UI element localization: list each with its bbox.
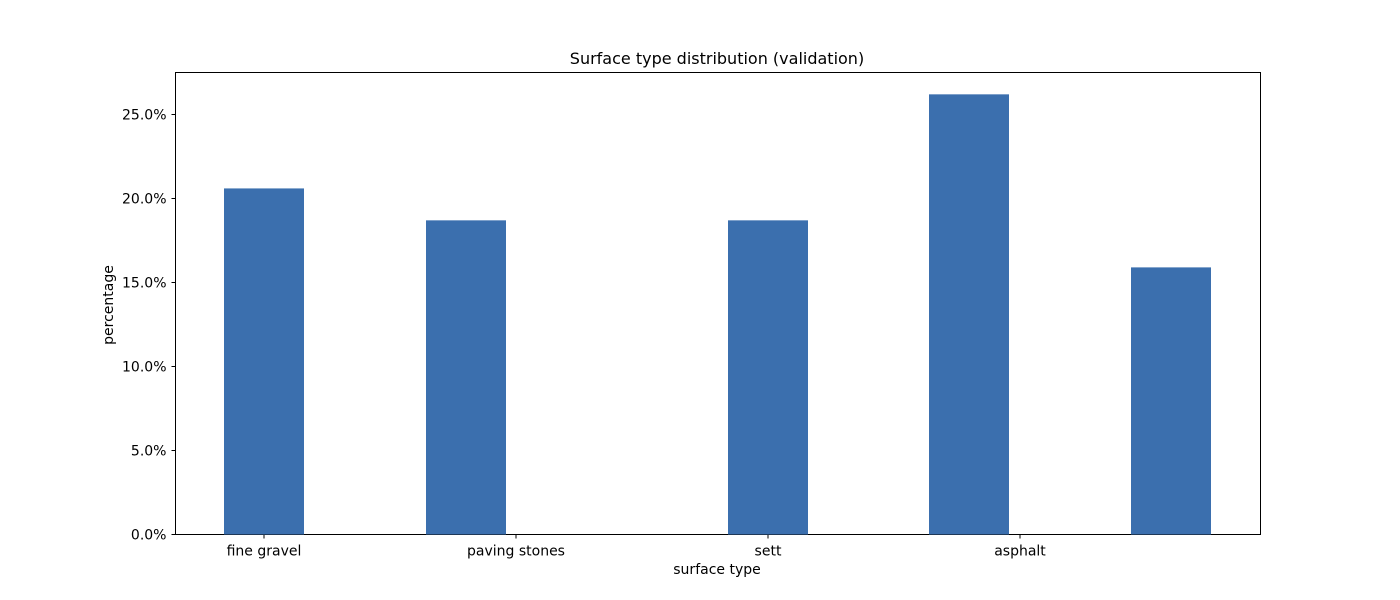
y-tick-label: 20.0% bbox=[122, 192, 166, 208]
y-tick-label: 10.0% bbox=[122, 360, 166, 376]
bar-2 bbox=[426, 220, 506, 535]
y-axis-label: percentage bbox=[101, 265, 117, 345]
bar-5 bbox=[1131, 267, 1211, 535]
x-tick-label: sett bbox=[755, 544, 782, 560]
x-axis: fine gravel paving stones sett asphalt bbox=[227, 534, 1046, 560]
bar-1 bbox=[224, 188, 304, 535]
bar-3 bbox=[728, 220, 808, 535]
bar-4 bbox=[929, 94, 1009, 535]
y-tick-label: 25.0% bbox=[122, 108, 166, 124]
y-tick-label: 5.0% bbox=[131, 444, 167, 460]
y-tick-label: 15.0% bbox=[122, 276, 166, 292]
y-tick-label: 0.0% bbox=[131, 528, 167, 544]
y-axis: 0.0% 5.0% 10.0% 15.0% 20.0% 25.0% bbox=[122, 108, 176, 544]
x-tick-label: fine gravel bbox=[227, 544, 302, 560]
chart-title: Surface type distribution (validation) bbox=[570, 49, 864, 68]
x-tick-label: asphalt bbox=[994, 544, 1046, 560]
bars-group bbox=[224, 94, 1211, 535]
plot-frame bbox=[175, 72, 1261, 535]
x-axis-label: surface type bbox=[673, 562, 760, 578]
x-tick-label: paving stones bbox=[467, 544, 565, 560]
